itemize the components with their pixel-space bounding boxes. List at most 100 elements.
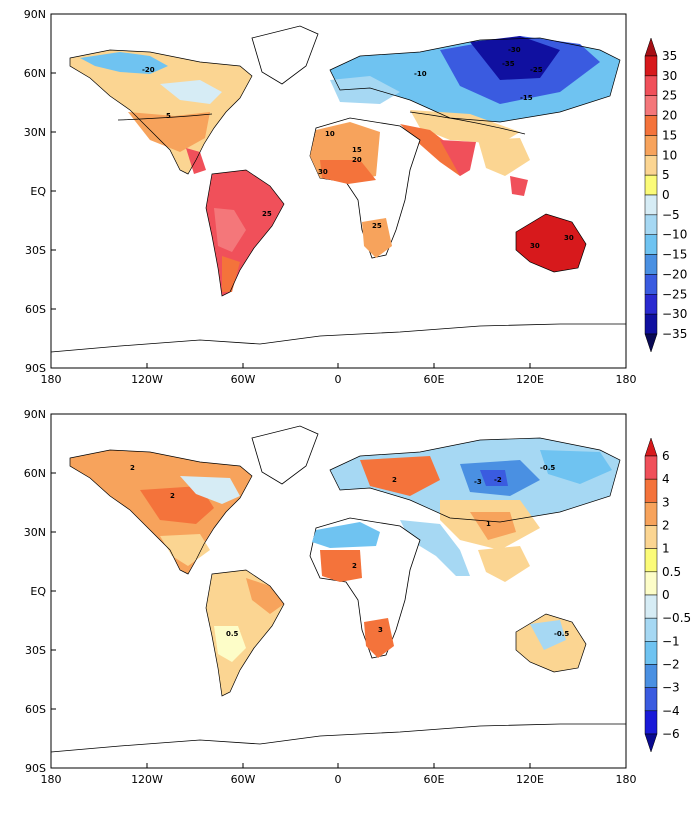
y-tick-label: 90S [25,762,46,775]
colorbar-swatch [644,115,658,136]
contour-label: 10 [325,130,335,138]
map-panel-top: -30 -35 -25 -20 -10 -15 5 10 15 20 30 25… [0,0,693,400]
colorbar-label: −35 [662,327,687,341]
colorbar-label: −30 [662,307,687,321]
map-fill-top [51,25,626,368]
y-tick-label: EQ [30,585,46,598]
x-tick-label: 60E [424,773,445,786]
colorbar-swatch [644,571,658,596]
x-tick-label: 0 [335,773,342,786]
y-tick-label: 90N [24,408,46,421]
colorbar-label: 0 [662,188,670,202]
colorbar-label: −6 [662,727,680,741]
colorbar-swatch [644,214,658,235]
colorbar-label: −15 [662,248,687,262]
colorbar-swatch [644,234,658,255]
contour-label: -0.5 [540,464,555,472]
y-tick-label: 90N [24,8,46,21]
colorbar-label: 5 [662,168,670,182]
colorbar-arrow-bottom [644,333,658,353]
colorbar-arrow-top [644,37,658,57]
colorbar-swatch [644,95,658,116]
contour-label: 2 [130,464,135,472]
colorbar-label: −1 [662,634,680,648]
contour-labels-top: -30 -35 -25 -20 -10 -15 5 10 15 20 30 25… [142,46,574,250]
colorbar-label: −2 [662,658,680,672]
colorbar-label: 4 [662,472,670,486]
x-tick-label: 180 [41,373,62,386]
colorbar-swatch [644,294,658,315]
colorbar-swatch [644,174,658,196]
contour-label: -35 [502,60,515,68]
contour-label: 15 [352,146,362,154]
contour-label: 2 [392,476,397,484]
colorbar-label: 6 [662,449,670,463]
colorbar-swatch [644,594,658,619]
x-tick-label: 60W [231,373,256,386]
colorbar-swatch [644,548,658,573]
colorbar-swatch [644,687,658,712]
x-tick-label: 180 [616,773,637,786]
x-axis-bottom: 180 120W 60W 0 60E 120E 180 [41,763,637,786]
colorbar-arrow-top [644,437,658,457]
contour-label: 20 [352,156,362,164]
colorbar-label: 0 [662,588,670,602]
contour-label: 30 [564,234,574,242]
colorbar-label: 1 [662,542,670,556]
x-axis-top: 180 120W 60W 0 60E 120E 180 [41,363,637,386]
y-tick-label: 30N [24,526,46,539]
colorbar-label: 2 [662,519,670,533]
y-axis-top: 90N 60N 30N EQ 30S 60S 90S [24,8,56,375]
contour-labels-bottom: 2 2 2 -3 -2 -0.5 1 2 3 0.5 -0.5 [130,464,569,638]
contour-label: 30 [318,168,328,176]
x-tick-label: 120E [516,773,544,786]
colorbar-label: 0.5 [662,565,681,579]
colorbar-label: 20 [662,109,677,123]
colorbar-swatch [644,664,658,688]
contour-label: 25 [372,222,382,230]
colorbar-swatch [644,194,658,216]
colorbar-top: 35 30 25 20 15 10 5 0 −5 −10 −15 −20 −25 −30 −35 [644,37,687,353]
colorbar-swatch [644,525,658,549]
colorbar-label: −3 [662,681,680,695]
colorbar-swatch [644,502,658,526]
y-tick-label: 30S [25,644,46,657]
contour-label: -10 [414,70,427,78]
colorbar-label: −4 [662,704,680,718]
contour-label: 30 [530,242,540,250]
contour-label: 2 [170,492,175,500]
map-panel-bottom: 2 2 2 -3 -2 -0.5 1 2 3 0.5 -0.5 90N 60N … [0,400,693,813]
colorbar-label: 15 [662,128,677,142]
contour-label: 0.5 [226,630,239,638]
map-svg-top: -30 -35 -25 -20 -10 -15 5 10 15 20 30 25… [24,8,688,386]
colorbar-swatch [644,455,658,480]
colorbar-label: 25 [662,89,677,103]
contour-label: -25 [530,66,543,74]
colorbar-swatch [644,313,658,335]
colorbar-swatch [644,75,658,96]
colorbar-label: 35 [662,49,677,63]
x-tick-label: 180 [41,773,62,786]
colorbar-swatch [644,135,658,156]
y-tick-label: EQ [30,185,46,198]
y-tick-label: 60S [25,703,46,716]
contour-label: -30 [508,46,521,54]
contour-label: -0.5 [554,630,569,638]
y-tick-label: 90S [25,362,46,375]
coastlines-bottom [69,437,621,697]
colorbar-swatch [644,254,658,275]
colorbar-swatch [644,710,658,735]
y-tick-label: 30N [24,126,46,139]
y-tick-label: 60S [25,303,46,316]
y-tick-label: 30S [25,244,46,257]
contour-label: 2 [352,562,357,570]
colorbar-swatch [644,478,658,503]
colorbar-label: −10 [662,228,687,242]
x-tick-label: 60E [424,373,445,386]
colorbar-bottom: 6 4 3 2 1 0.5 0 −0.5 −1 −2 −3 −4 −6 [644,437,691,753]
colorbar-label: −5 [662,208,680,222]
x-tick-label: 0 [335,373,342,386]
colorbar-label: 10 [662,148,677,162]
colorbar-label: −25 [662,287,687,301]
map-svg-bottom: 2 2 2 -3 -2 -0.5 1 2 3 0.5 -0.5 90N 60N … [24,408,691,786]
